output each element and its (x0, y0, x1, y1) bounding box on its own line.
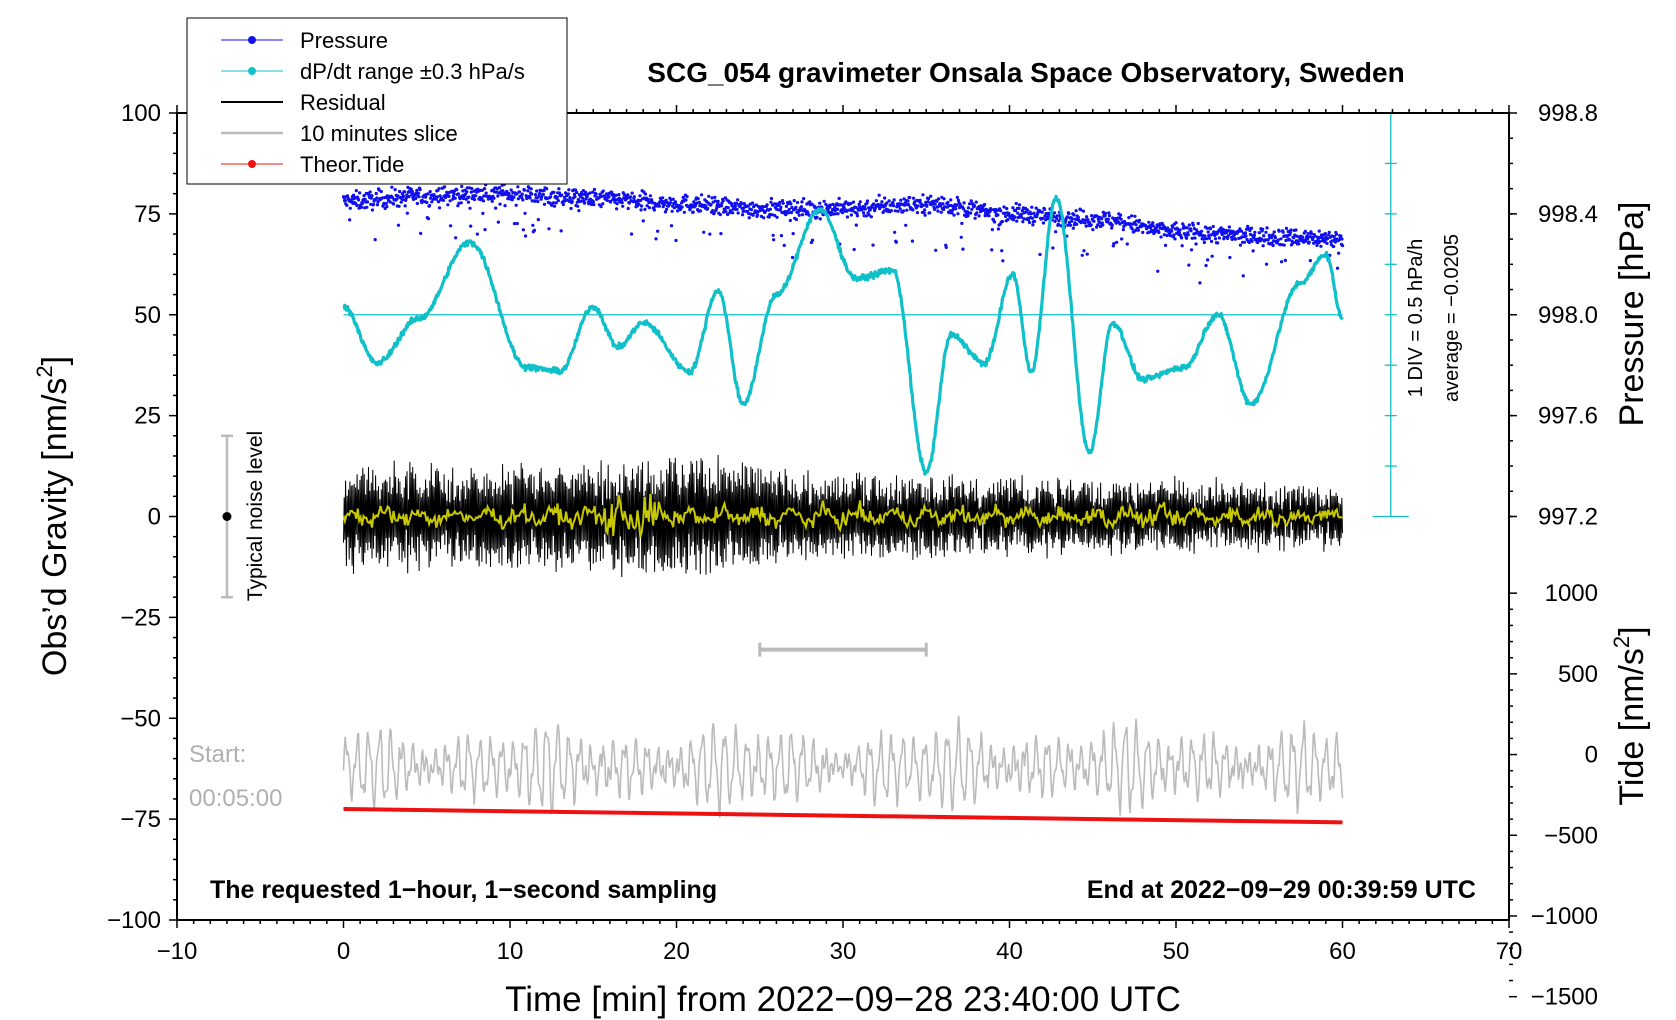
x-tick-label: 0 (337, 938, 350, 965)
y-axis-label-tide: Tide [nm/s2] (1609, 626, 1651, 805)
y-tick-label: −100 (107, 907, 161, 934)
y-axis-label-tide-sup: 2 (1609, 636, 1634, 648)
y-axis-label-left: Obs’d Gravity [nm/s2] (32, 356, 74, 676)
legend-pressure-marker (248, 36, 256, 44)
tide-tick-label: 0 (1585, 742, 1598, 769)
start-label: Start: (189, 741, 246, 768)
plot-area (220, 112, 1409, 825)
legend-residual-label: Residual (300, 90, 386, 115)
pressure-tick-label: 998.0 (1538, 302, 1598, 329)
legend-pressure-label: Pressure (300, 28, 388, 53)
legend-tide-marker (248, 160, 256, 168)
pressure-tick-label: 997.6 (1538, 403, 1598, 430)
dpdt-series (342, 194, 1344, 476)
x-tick-label: 10 (497, 938, 524, 965)
x-tick-label: 50 (1163, 938, 1190, 965)
noise-level-dot (222, 512, 232, 521)
y-axis-label-tide-text: Tide [nm/s (1613, 648, 1651, 805)
scale-div-annotation: 1 DIV = 0.5 hPa/h (1405, 239, 1427, 397)
residual-smoothed-series (342, 493, 1343, 538)
tide-tick-label: 500 (1558, 661, 1598, 688)
noise-level-label: Typical noise level (244, 431, 267, 601)
y-axis-label-left-sup: 2 (32, 365, 57, 377)
x-tick-label: 30 (830, 938, 857, 965)
tide-series (343, 807, 1343, 825)
x-tick-label: 70 (1496, 938, 1523, 965)
y-tick-label: 25 (134, 403, 161, 430)
pressure-tick-label: 997.2 (1538, 504, 1598, 531)
pressure-tick-label: 998.8 (1538, 100, 1598, 127)
y-axis-label-tide-close: ] (1613, 626, 1651, 635)
tide-tick-label: −500 (1544, 822, 1598, 849)
x-tick-label: 60 (1329, 938, 1356, 965)
slice-series (342, 715, 1344, 818)
x-tick-label: 20 (663, 938, 690, 965)
y-axis-label-left-close: ] (36, 356, 74, 365)
residual-series (343, 454, 1343, 578)
scale-average-annotation: average = −0.0205 (1441, 234, 1463, 402)
x-tick-label: −10 (157, 938, 198, 965)
y-axis-label-left-text: Obs’d Gravity [nm/s (36, 378, 74, 677)
end-time-annotation: End at 2022−09−29 00:39:59 UTC (1087, 876, 1476, 904)
start-time-label: 00:05:00 (189, 785, 282, 812)
pressure-tick-label: 998.4 (1538, 201, 1598, 228)
tide-tick-label: −1500 (1531, 984, 1598, 1011)
legend: Pressure dP/dt range ±0.3 hPa/s Residual… (186, 17, 568, 185)
chart-title: SCG_054 gravimeter Onsala Space Observat… (647, 57, 1404, 88)
tide-tick-label: 1000 (1545, 580, 1598, 607)
y-axis-label-pressure: Pressure [hPa] (1613, 202, 1651, 427)
legend-dpdt-label: dP/dt range ±0.3 hPa/s (300, 59, 525, 84)
x-axis-label: Time [min] from 2022−09−28 23:40:00 UTC (505, 980, 1181, 1019)
x-tick-label: 40 (996, 938, 1023, 965)
y-tick-label: −50 (120, 705, 161, 732)
axes: −10 0 10 20 30 40 50 60 70−100−75−50−25025507510… (107, 100, 1598, 1011)
y-tick-label: 50 (134, 302, 161, 329)
y-tick-label: −25 (120, 604, 161, 631)
sampling-annotation: The requested 1−hour, 1−second sampling (210, 876, 717, 904)
pressure-series (341, 180, 1345, 285)
tide-tick-label: −1000 (1531, 903, 1598, 930)
y-tick-label: 75 (134, 201, 161, 228)
legend-slice-label: 10 minutes slice (300, 121, 458, 146)
y-tick-label: 0 (148, 504, 161, 531)
y-tick-label: 100 (121, 100, 161, 127)
legend-tide-label: Theor.Tide (300, 152, 404, 177)
y-tick-label: −75 (120, 806, 161, 833)
legend-dpdt-marker (248, 67, 256, 75)
